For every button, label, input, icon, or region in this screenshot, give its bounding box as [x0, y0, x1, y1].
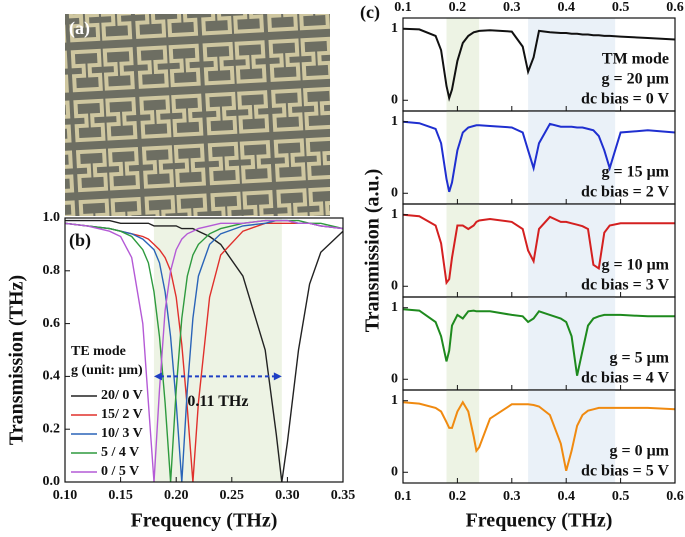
x-tick-label: 0.2 — [449, 0, 467, 15]
panel-label: (b) — [69, 230, 91, 251]
legend-label: 10/ 3 V — [101, 426, 143, 441]
annotation: dc bias = 2 V — [581, 184, 669, 201]
y-tick-label: 1 — [391, 21, 398, 36]
x-tick-label: 0.2 — [449, 489, 467, 504]
x-axis-label: Frequency (THz) — [131, 510, 278, 532]
x-tick-label: 0.3 — [503, 0, 521, 15]
series-line — [65, 219, 344, 483]
x-tick-label: 0.4 — [557, 489, 575, 504]
x-tick-label: 0.6 — [666, 489, 684, 504]
shaded-band — [153, 218, 282, 482]
x-tick-label: 0.4 — [557, 0, 575, 15]
x-tick-label: 0.5 — [612, 0, 630, 15]
y-tick-label: 1.0 — [43, 210, 61, 225]
x-tick-label: 0.5 — [612, 489, 630, 504]
y-tick-label: 0 — [391, 92, 398, 107]
x-tick-label: 0.6 — [666, 0, 684, 15]
y-axis-label: Transmission (THz) — [6, 275, 28, 445]
annotation: g = 15 μm — [601, 164, 669, 181]
y-tick-label: 0.6 — [43, 316, 61, 331]
annotation: dc bias = 5 V — [581, 463, 669, 480]
legend-label: 15/ 2 V — [101, 407, 143, 422]
shaded-band — [528, 390, 616, 483]
x-tick-label: 0.35 — [331, 488, 356, 503]
x-tick-label: 0.1 — [394, 489, 412, 504]
legend-title: TE mode — [71, 344, 126, 359]
plot-frame — [64, 217, 344, 483]
legend-label: 5 / 4 V — [101, 445, 139, 460]
legend-label: 20/ 0 V — [101, 388, 143, 403]
x-tick-label: 0.25 — [220, 488, 245, 503]
annotation: dc bias = 0 V — [581, 91, 669, 108]
x-axis-label: Frequency (THz) — [466, 510, 613, 532]
annotation: TM mode — [602, 51, 669, 68]
legend-label: 0 / 5 V — [101, 464, 139, 479]
series-line — [402, 213, 675, 286]
annotation: dc bias = 4 V — [581, 370, 669, 387]
annotation: g = 10 μm — [601, 257, 669, 274]
y-tick-label: 0.0 — [43, 474, 61, 489]
plot-frame — [402, 389, 676, 484]
series-line — [402, 120, 676, 193]
x-tick-label: 0.1 — [394, 0, 412, 15]
legend-title: g (unit: μm) — [71, 363, 143, 378]
y-tick-label: 0.8 — [43, 263, 61, 278]
y-tick-label: 0 — [391, 371, 398, 386]
y-tick-label: 0 — [391, 278, 398, 293]
shaded-band — [446, 204, 480, 297]
y-axis-label: Transmission (a.u.) — [362, 169, 384, 333]
annotation: dc bias = 3 V — [581, 277, 669, 294]
shaded-band — [446, 18, 480, 111]
annotation: g = 5 μm — [609, 350, 669, 367]
annotation: 0.11 THz — [187, 393, 248, 410]
photo-panel: (a) — [65, 14, 330, 216]
x-tick-label: 0.30 — [275, 488, 300, 503]
annotation: g = 20 μm — [601, 71, 669, 88]
panel-label: (c) — [360, 2, 380, 23]
series-line — [402, 308, 675, 376]
x-tick-label: 0.20 — [164, 488, 189, 503]
series-line — [64, 222, 344, 483]
annotation: g = 0 μm — [609, 443, 669, 460]
y-tick-label: 1 — [391, 207, 398, 222]
y-tick-label: 1 — [391, 114, 398, 129]
y-tick-label: 0 — [391, 464, 398, 479]
y-tick-label: 0.4 — [43, 369, 61, 384]
x-tick-label: 0.15 — [108, 488, 133, 503]
x-tick-label: 0.10 — [53, 488, 78, 503]
x-tick-label: 0.3 — [503, 489, 521, 504]
shaded-band — [446, 297, 480, 390]
series-line — [402, 27, 676, 102]
y-tick-label: 1 — [391, 393, 398, 408]
micrograph — [65, 14, 330, 216]
series-line — [64, 219, 344, 483]
y-tick-label: 1 — [391, 300, 398, 315]
y-tick-label: 0.2 — [43, 421, 61, 436]
panel-label: (a) — [69, 18, 90, 39]
y-tick-label: 0 — [391, 185, 398, 200]
series-line — [402, 400, 676, 472]
